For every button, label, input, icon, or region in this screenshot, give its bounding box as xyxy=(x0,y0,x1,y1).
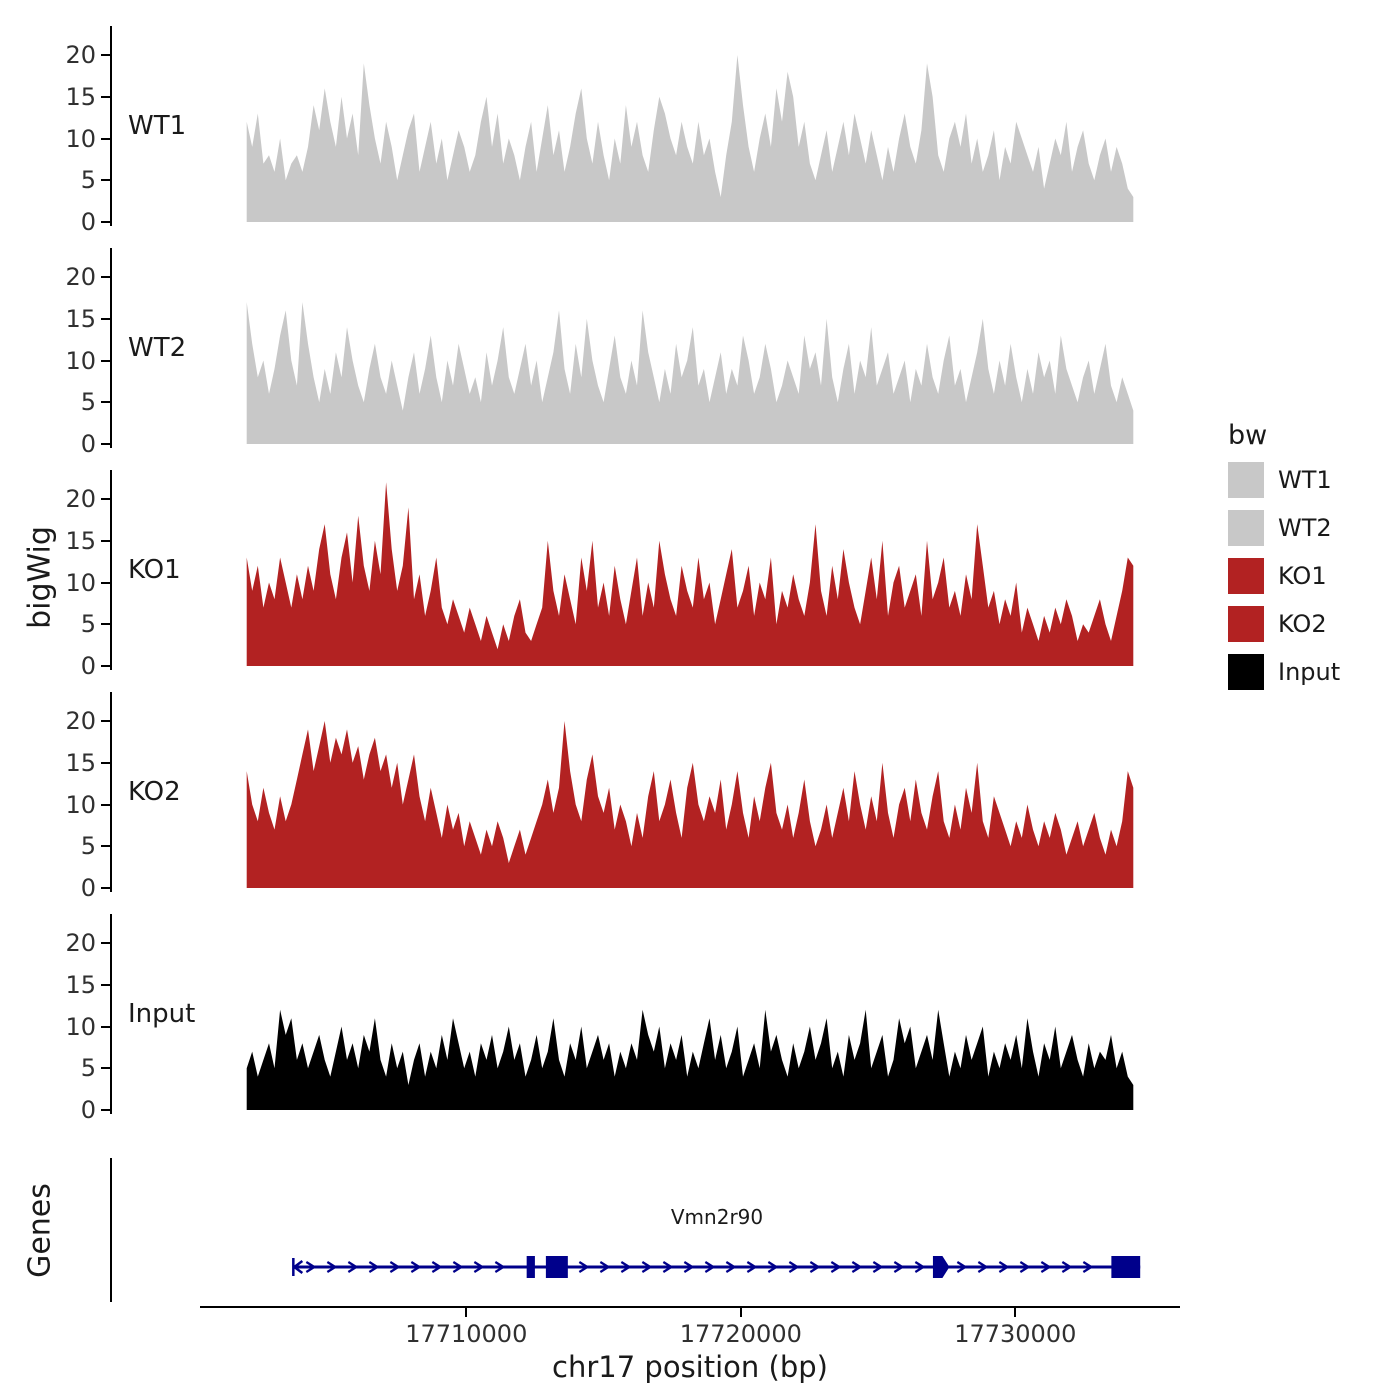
y-tick-label: 5 xyxy=(80,832,96,861)
y-tick-label: 10 xyxy=(65,790,96,819)
y-tick-label: 10 xyxy=(65,124,96,153)
y-tick xyxy=(101,137,110,140)
gene-model xyxy=(292,1256,1141,1278)
y-tick-label: 5 xyxy=(80,1054,96,1083)
legend-label-input: Input xyxy=(1278,658,1341,686)
track-ko1: 0 5 10 15 20 KO1 xyxy=(0,470,1400,680)
x-tick xyxy=(739,1308,742,1317)
y-tick xyxy=(101,720,110,723)
y-tick xyxy=(101,581,110,584)
x-axis-title: chr17 position (bp) xyxy=(552,1350,828,1384)
legend-title: bw xyxy=(1228,420,1268,451)
coverage-area-input xyxy=(246,1009,1134,1110)
track-label-input: Input xyxy=(128,999,196,1029)
track-label-wt2: WT2 xyxy=(128,333,187,363)
track-label-wt1: WT1 xyxy=(128,111,187,141)
x-tick-label: 17720000 xyxy=(679,1320,802,1348)
y-tick-label: 10 xyxy=(65,1012,96,1041)
y-tick xyxy=(101,317,110,320)
y-tick xyxy=(101,623,110,626)
y-tick xyxy=(101,179,110,182)
track-wt2: 0 5 10 15 20 WT2 xyxy=(0,248,1400,458)
track-label-ko1: KO1 xyxy=(128,555,181,585)
y-axis-line xyxy=(110,692,112,892)
y-tick xyxy=(101,803,110,806)
coverage-area-ko2 xyxy=(246,721,1134,888)
y-tick xyxy=(101,498,110,501)
legend-swatch-ko2 xyxy=(1228,606,1264,642)
coverage-area-wt1 xyxy=(246,55,1134,222)
gene-name-label: Vmn2r90 xyxy=(670,1205,764,1229)
legend-swatch-wt2 xyxy=(1228,510,1264,546)
legend-label-ko1: KO1 xyxy=(1278,562,1327,590)
y-tick-label: 10 xyxy=(65,346,96,375)
legend-swatch-ko1 xyxy=(1228,558,1264,594)
x-tick-label: 17730000 xyxy=(954,1320,1077,1348)
y-tick xyxy=(101,539,110,542)
legend-label-wt2: WT2 xyxy=(1278,514,1332,542)
legend-swatch-wt1 xyxy=(1228,462,1264,498)
y-tick-label: 20 xyxy=(65,263,96,292)
x-tick xyxy=(465,1308,468,1317)
y-tick-label: 0 xyxy=(80,652,96,680)
y-tick xyxy=(101,54,110,57)
y-tick-label: 0 xyxy=(80,874,96,902)
y-tick-label: 0 xyxy=(80,1096,96,1124)
y-tick-label: 5 xyxy=(80,388,96,417)
y-tick xyxy=(101,665,110,667)
coverage-area-ko1 xyxy=(246,482,1134,666)
genes-y-axis-line xyxy=(110,1158,112,1302)
coverage-area-wt2 xyxy=(246,302,1134,444)
y-tick xyxy=(101,276,110,279)
y-tick-label: 5 xyxy=(80,166,96,195)
track-ko2: 0 5 10 15 20 KO2 xyxy=(0,692,1400,902)
genes-track: Vmn2r90 xyxy=(0,1155,1400,1305)
y-tick xyxy=(101,1109,110,1111)
y-tick xyxy=(101,942,110,945)
y-tick-label: 10 xyxy=(65,568,96,597)
y-tick-label: 20 xyxy=(65,707,96,736)
y-tick xyxy=(101,887,110,889)
legend-swatch-input xyxy=(1228,654,1264,690)
track-wt1: 0 5 10 15 20 WT1 xyxy=(0,26,1400,236)
y-tick-label: 20 xyxy=(65,929,96,958)
y-axis-line xyxy=(110,248,112,448)
y-axis-line xyxy=(110,26,112,226)
x-tick-label: 17710000 xyxy=(405,1320,528,1348)
y-tick-label: 15 xyxy=(65,748,96,777)
y-tick-label: 0 xyxy=(80,430,96,458)
x-axis-line xyxy=(200,1306,1180,1308)
legend-label-wt1: WT1 xyxy=(1278,466,1332,494)
x-tick xyxy=(1014,1308,1017,1317)
y-tick-label: 20 xyxy=(65,41,96,70)
y-tick xyxy=(101,761,110,764)
y-tick xyxy=(101,845,110,848)
y-tick-label: 15 xyxy=(65,82,96,111)
y-tick xyxy=(101,95,110,98)
y-tick-label: 0 xyxy=(80,208,96,236)
y-tick-label: 20 xyxy=(65,485,96,514)
y-axis-line xyxy=(110,914,112,1114)
y-tick xyxy=(101,443,110,445)
y-tick-label: 5 xyxy=(80,610,96,639)
y-tick-label: 15 xyxy=(65,970,96,999)
y-tick xyxy=(101,359,110,362)
y-axis-line xyxy=(110,470,112,670)
legend-label-ko2: KO2 xyxy=(1278,610,1327,638)
y-tick xyxy=(101,983,110,986)
y-tick xyxy=(101,1025,110,1028)
track-input: 0 5 10 15 20 Input xyxy=(0,914,1400,1124)
y-tick-label: 15 xyxy=(65,526,96,555)
y-tick xyxy=(101,401,110,404)
y-tick xyxy=(101,1067,110,1070)
y-tick-label: 15 xyxy=(65,304,96,333)
y-tick xyxy=(101,221,110,223)
track-label-ko2: KO2 xyxy=(128,777,181,807)
